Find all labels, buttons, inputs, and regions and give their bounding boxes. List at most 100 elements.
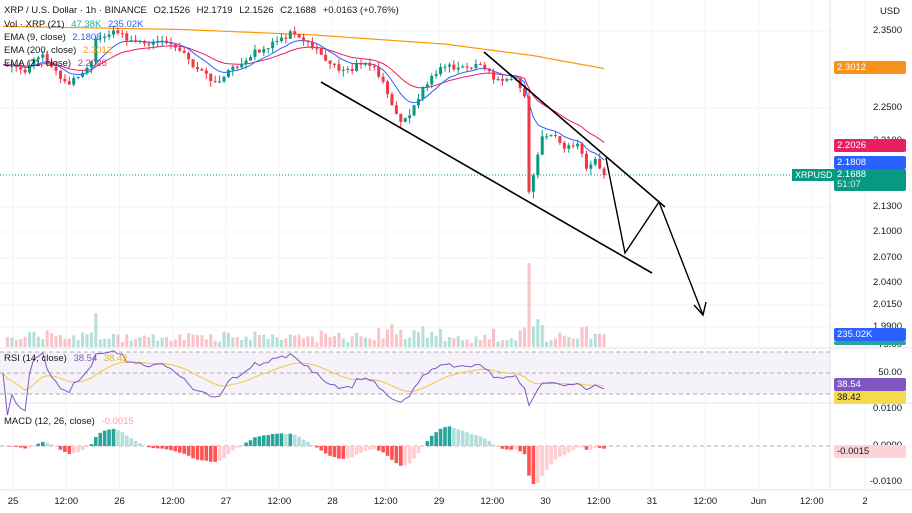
volume-bar	[571, 338, 575, 347]
candle-body	[434, 74, 438, 76]
price-tick: 2.3500	[872, 25, 902, 36]
macd-histogram-bar	[540, 446, 545, 477]
volume-bar	[302, 338, 306, 347]
ema9-legend[interactable]: EMA (9, close) 2.1808	[4, 32, 105, 43]
volume-bar	[81, 332, 85, 347]
volume-bar	[549, 339, 553, 347]
price-tick: 2.0400	[872, 277, 902, 288]
macd-histogram-bar	[589, 446, 593, 450]
macd-histogram-bar	[452, 427, 456, 446]
candle-body	[257, 49, 261, 53]
volume-bar	[249, 339, 253, 347]
volume-bar	[297, 334, 301, 347]
candle-body	[558, 136, 562, 143]
volume-bar	[315, 342, 319, 347]
volume-bar	[523, 327, 527, 347]
candle-body	[204, 70, 208, 74]
candle-body	[500, 79, 504, 81]
volume-bar	[41, 339, 45, 347]
candle-body	[85, 67, 89, 73]
volume-bar	[328, 337, 332, 347]
macd-histogram-bar	[85, 446, 89, 448]
macd-histogram-bar	[460, 430, 465, 446]
rsi-legend[interactable]: RSI (14, close) 38.54 38.42	[4, 353, 132, 364]
ema200-legend[interactable]: EMA (200, close) 2.3012	[4, 45, 116, 56]
volume-bar	[408, 337, 412, 347]
candle-body	[576, 143, 580, 147]
candle-body	[399, 113, 403, 122]
volume-bar	[465, 339, 469, 347]
volume-bar	[386, 329, 390, 347]
ema21-legend[interactable]: EMA (21, close) 2.2026	[4, 58, 111, 69]
candle-body	[10, 65, 14, 67]
candle-body	[94, 38, 98, 62]
macd-histogram-bar	[239, 445, 244, 446]
candle-body	[531, 175, 535, 192]
candle-body	[324, 54, 328, 61]
macd-histogram-bar	[204, 446, 209, 461]
macd-histogram-bar	[226, 446, 231, 455]
price-tick: 2.1300	[872, 201, 902, 212]
volume-bar	[116, 334, 120, 347]
price-tick: 2.2500	[872, 102, 902, 113]
volume-bar	[558, 332, 562, 347]
time-tick: 12:00	[54, 496, 79, 507]
macd-histogram-bar	[142, 445, 147, 446]
candle-body	[14, 65, 18, 68]
macd-histogram-bar	[155, 446, 160, 449]
time-tick: 12:00	[267, 496, 292, 507]
candle-body	[81, 72, 85, 77]
macd-histogram-bar	[32, 445, 36, 446]
volume-bar	[169, 340, 173, 347]
candle-body	[584, 153, 588, 169]
candle-body	[540, 136, 544, 155]
volume-bar	[381, 338, 385, 347]
volume-value: 47.38K	[71, 19, 102, 30]
macd-histogram-bar	[553, 446, 558, 460]
candle-body	[461, 66, 465, 68]
macd-histogram-bar	[54, 446, 58, 447]
macd-histogram-bar	[200, 446, 204, 461]
macd-histogram-bar	[18, 446, 23, 448]
volume-bar	[439, 329, 443, 347]
volume-bar	[350, 336, 354, 347]
macd-histogram-bar	[425, 441, 430, 446]
time-tick: 12:00	[693, 496, 718, 507]
volume-bar	[567, 337, 571, 347]
volume-bar	[443, 340, 447, 347]
ema9-label: EMA (9, close)	[4, 32, 66, 43]
macd-histogram-bar	[49, 444, 54, 446]
candle-body	[474, 64, 478, 68]
time-tick: 2	[862, 496, 868, 507]
volume-bar	[54, 336, 58, 347]
candle-body	[240, 63, 244, 68]
macd-histogram-bar	[231, 446, 235, 451]
volume-bar	[191, 334, 195, 347]
volume-legend[interactable]: Vol · XRP (21) 47.38K 235.02K	[4, 19, 147, 30]
volume-bar	[85, 334, 89, 347]
macd-histogram-bar	[124, 435, 129, 446]
macd-legend[interactable]: MACD (12, 26, close) -0.0015	[4, 416, 138, 427]
candle-body	[120, 33, 124, 35]
macd-histogram-bar	[58, 446, 63, 450]
candle-body	[107, 34, 111, 37]
macd-histogram-bar	[527, 446, 531, 476]
volume-bar	[452, 338, 456, 347]
macd-histogram-bar	[306, 441, 310, 446]
macd-value: -0.0015	[101, 416, 134, 427]
candle-body	[125, 33, 129, 41]
candle-body	[116, 30, 120, 34]
macd-histogram-bar	[434, 432, 438, 446]
macd-histogram-bar	[505, 446, 509, 450]
volume-bar	[72, 335, 76, 347]
macd-histogram-bar	[169, 446, 173, 451]
macd-histogram-bar	[407, 446, 412, 464]
candle-body	[178, 47, 182, 51]
volume-bar	[293, 335, 297, 347]
candle-body	[386, 81, 390, 95]
macd-histogram-bar	[279, 433, 284, 446]
price-tick: 1.9900	[872, 321, 902, 332]
candle-body	[487, 68, 491, 72]
volume-bar	[98, 339, 102, 347]
